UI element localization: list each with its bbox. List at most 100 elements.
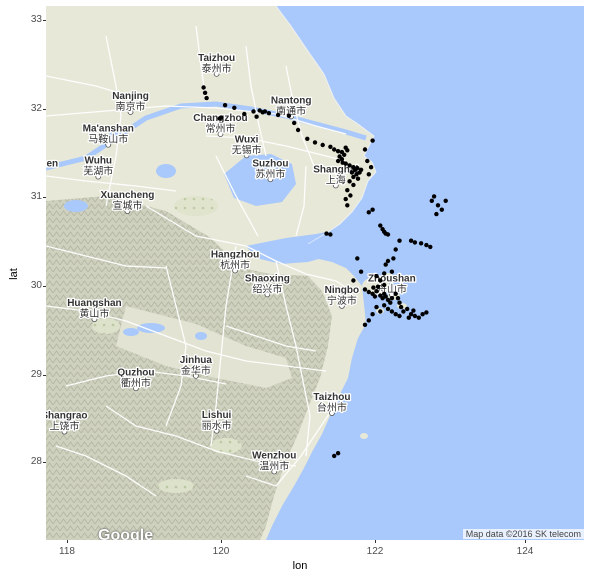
- data-point-94[interactable]: [371, 285, 376, 290]
- data-point-6[interactable]: [251, 109, 256, 114]
- data-point-124[interactable]: [332, 453, 337, 459]
- data-point-50[interactable]: [362, 147, 368, 152]
- data-point-117[interactable]: [391, 256, 396, 261]
- data-point-107[interactable]: [405, 306, 410, 312]
- data-point-95[interactable]: [375, 284, 381, 289]
- data-point-2[interactable]: [204, 95, 209, 101]
- data-point-103[interactable]: [389, 309, 395, 314]
- data-point-68[interactable]: [324, 231, 329, 236]
- data-point-73[interactable]: [439, 207, 444, 212]
- data-point-60[interactable]: [408, 238, 414, 243]
- data-point-65[interactable]: [393, 247, 398, 252]
- data-point-1[interactable]: [202, 90, 208, 96]
- data-point-115[interactable]: [383, 262, 388, 267]
- data-point-123[interactable]: [370, 312, 375, 317]
- map-attribution[interactable]: Map data ©2016 SK telecom: [462, 529, 584, 539]
- data-point-110[interactable]: [416, 315, 421, 320]
- data-point-96[interactable]: [389, 269, 395, 274]
- data-point-118[interactable]: [382, 271, 387, 276]
- data-point-33[interactable]: [347, 163, 352, 168]
- data-point-66[interactable]: [366, 210, 371, 215]
- data-point-18[interactable]: [305, 136, 310, 141]
- data-point-42[interactable]: [349, 170, 355, 175]
- data-point-122[interactable]: [378, 309, 383, 314]
- data-point-62[interactable]: [418, 241, 424, 246]
- map-panel[interactable]: Taizhou泰州市Nanjing南京市Nantong南通市Changzhou常…: [46, 6, 584, 540]
- data-point-102[interactable]: [385, 306, 391, 312]
- data-point-16[interactable]: [254, 114, 259, 119]
- data-point-125[interactable]: [335, 451, 341, 456]
- data-point-15[interactable]: [219, 115, 224, 120]
- data-point-79[interactable]: [362, 287, 368, 292]
- data-point-19[interactable]: [312, 140, 318, 145]
- data-point-97[interactable]: [393, 291, 398, 296]
- data-point-48[interactable]: [345, 203, 350, 208]
- data-point-80[interactable]: [366, 289, 371, 295]
- data-point-10[interactable]: [275, 112, 281, 118]
- data-point-27[interactable]: [345, 148, 350, 153]
- data-point-67[interactable]: [370, 207, 375, 212]
- data-point-30[interactable]: [335, 158, 341, 164]
- data-point-72[interactable]: [435, 203, 441, 208]
- data-point-4[interactable]: [232, 105, 237, 111]
- data-point-77[interactable]: [358, 269, 364, 274]
- data-point-53[interactable]: [366, 172, 371, 177]
- data-point-22[interactable]: [332, 147, 337, 152]
- data-point-25[interactable]: [342, 152, 347, 157]
- data-point-109[interactable]: [412, 313, 418, 319]
- data-point-64[interactable]: [428, 244, 433, 250]
- data-point-59[interactable]: [397, 238, 402, 243]
- data-point-69[interactable]: [328, 232, 333, 237]
- data-point-114[interactable]: [406, 315, 411, 320]
- data-point-93[interactable]: [374, 273, 379, 279]
- data-point-76[interactable]: [355, 256, 360, 261]
- data-point-104[interactable]: [393, 312, 398, 317]
- data-point-12[interactable]: [292, 120, 297, 126]
- data-point-58[interactable]: [385, 232, 391, 237]
- data-point-39[interactable]: [354, 172, 359, 177]
- data-point-92[interactable]: [378, 278, 383, 283]
- data-point-9[interactable]: [266, 111, 272, 116]
- data-point-11[interactable]: [286, 113, 292, 119]
- data-point-71[interactable]: [429, 198, 434, 203]
- data-point-36[interactable]: [355, 165, 360, 171]
- data-point-116[interactable]: [385, 258, 391, 264]
- data-point-121[interactable]: [374, 304, 379, 310]
- data-point-90[interactable]: [389, 296, 395, 301]
- data-point-40[interactable]: [351, 174, 356, 180]
- data-point-120[interactable]: [366, 318, 371, 323]
- data-point-99[interactable]: [397, 300, 402, 305]
- data-point-75[interactable]: [443, 198, 448, 203]
- data-point-63[interactable]: [424, 242, 429, 248]
- data-point-111[interactable]: [420, 312, 425, 317]
- data-point-74[interactable]: [434, 211, 439, 217]
- data-point-45[interactable]: [345, 188, 350, 193]
- data-point-52[interactable]: [368, 165, 374, 170]
- data-point-20[interactable]: [320, 142, 325, 148]
- data-point-43[interactable]: [347, 179, 352, 184]
- data-point-87[interactable]: [383, 294, 388, 299]
- data-point-17[interactable]: [260, 110, 265, 115]
- data-point-108[interactable]: [408, 312, 414, 317]
- data-point-3[interactable]: [222, 103, 228, 108]
- data-point-49[interactable]: [370, 138, 375, 143]
- data-point-98[interactable]: [395, 296, 401, 301]
- data-point-91[interactable]: [382, 282, 387, 288]
- data-point-0[interactable]: [201, 85, 206, 90]
- data-point-13[interactable]: [295, 127, 301, 133]
- data-point-47[interactable]: [343, 196, 348, 202]
- data-point-78[interactable]: [351, 278, 356, 283]
- data-point-54[interactable]: [378, 223, 383, 228]
- data-point-119[interactable]: [362, 322, 368, 327]
- data-point-61[interactable]: [412, 240, 418, 245]
- data-point-106[interactable]: [401, 309, 406, 314]
- data-point-101[interactable]: [382, 303, 387, 308]
- data-point-46[interactable]: [348, 193, 353, 198]
- data-point-51[interactable]: [365, 158, 370, 164]
- data-point-5[interactable]: [242, 111, 247, 117]
- data-point-29[interactable]: [339, 157, 345, 162]
- data-point-44[interactable]: [351, 182, 356, 188]
- data-point-23[interactable]: [335, 149, 341, 154]
- data-point-83[interactable]: [374, 289, 379, 294]
- data-point-82[interactable]: [372, 294, 378, 299]
